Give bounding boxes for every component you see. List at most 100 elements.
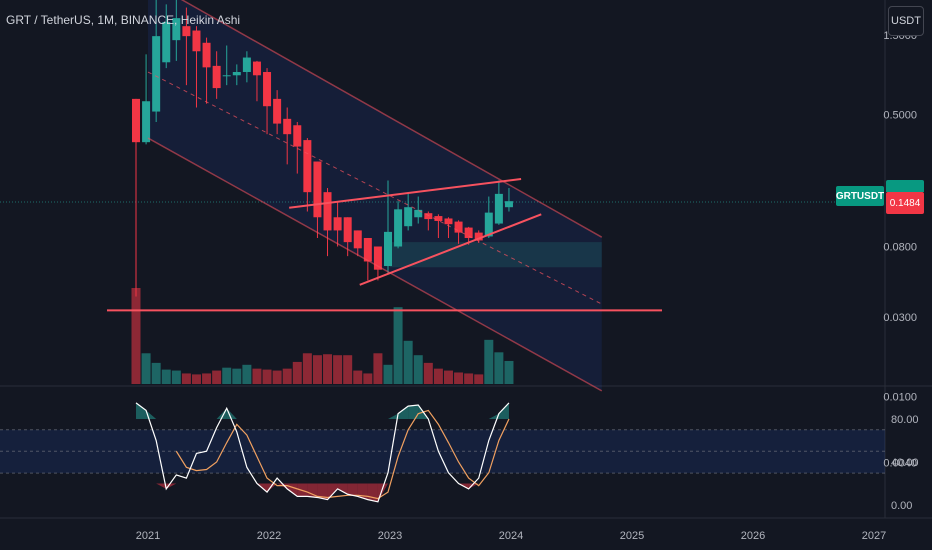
candle-body <box>142 101 151 143</box>
stochastic-pane <box>0 402 885 503</box>
overbought-fill <box>226 408 237 419</box>
oversold-fill <box>367 483 378 502</box>
candle-body <box>303 140 312 193</box>
overbought-fill <box>136 402 147 419</box>
candle-body <box>373 246 382 270</box>
stoch-tick-label: 40.00 <box>891 457 919 469</box>
candle-body <box>404 207 413 227</box>
volume-bar <box>222 367 232 384</box>
volume-bar <box>131 288 141 384</box>
price-tag-background <box>886 180 924 192</box>
oversold-fill <box>156 483 167 489</box>
stoch-d-line <box>175 409 510 500</box>
volume-bar <box>181 373 191 384</box>
overbought-fill <box>388 413 399 419</box>
volume-bar <box>202 373 212 384</box>
volume-bar <box>272 370 282 384</box>
volume-bar <box>252 368 262 384</box>
candle-body <box>182 26 191 37</box>
price-tick-label: 0.5000 <box>883 109 917 121</box>
candle-body <box>494 193 503 224</box>
price-axis[interactable]: 4.00001.50000.50000.08000.03000.01000.00… <box>883 0 917 469</box>
volume-bar <box>504 360 514 384</box>
candle-body <box>192 30 201 52</box>
candle-body <box>232 72 241 76</box>
channel-fill <box>148 0 602 391</box>
oversold-fill <box>337 483 348 495</box>
currency-button[interactable]: USDT <box>888 6 924 36</box>
candle-body <box>484 212 493 237</box>
candle-body <box>353 230 362 249</box>
time-tick-label: 2025 <box>620 530 644 542</box>
price-tick-label: 0.0040 <box>883 457 917 469</box>
channel-lower-line <box>147 137 603 392</box>
volume-bar <box>454 372 464 384</box>
candle-body <box>242 57 251 73</box>
overbought-fill <box>498 402 509 419</box>
volume-bar <box>423 362 433 384</box>
time-tick-label: 2024 <box>499 530 523 542</box>
volume-bar <box>282 368 292 384</box>
overbought-fill <box>398 406 409 419</box>
chart-drawings[interactable] <box>107 0 662 392</box>
trend-line <box>289 178 522 209</box>
volume-bar <box>413 355 423 384</box>
channel-upper-line <box>180 0 603 238</box>
candle-body <box>394 209 403 247</box>
time-tick-label: 2027 <box>862 530 886 542</box>
volume-bar <box>383 364 393 384</box>
candle-body <box>263 72 272 107</box>
price-tick-label: 0.0300 <box>883 312 917 324</box>
oversold-fill <box>347 483 358 497</box>
oversold-fill <box>307 483 318 498</box>
overbought-fill <box>216 408 227 419</box>
volume-bar <box>433 368 443 384</box>
volume-bar <box>292 361 302 384</box>
stochastic-axis[interactable]: 80.00 40.00 0.00 <box>891 414 919 512</box>
volume-bar <box>171 370 181 384</box>
candle-body <box>434 216 443 221</box>
candle-body <box>424 213 433 220</box>
candle-body <box>212 65 221 89</box>
channel-midline <box>147 71 602 305</box>
price-tick-label: 0.0800 <box>883 242 917 254</box>
volume-bar <box>333 355 343 384</box>
candle-body <box>313 161 322 218</box>
candle-body <box>293 125 302 147</box>
overbought-fill <box>488 413 499 419</box>
volume-bar <box>353 370 363 384</box>
stoch-tick-label: 0.00 <box>891 500 912 512</box>
volume-bar <box>403 340 413 384</box>
overbought-fill <box>408 405 419 419</box>
candle-body <box>363 238 372 262</box>
volume-bar <box>312 355 322 384</box>
time-axis[interactable]: 2021 2022 2023 2024 2025 2026 2027 <box>136 530 886 542</box>
volume-bar <box>494 352 504 384</box>
chart-title: GRT / TetherUS, 1M, BINANCE, Heikin Ashi <box>6 13 241 27</box>
volume-bar <box>474 374 484 384</box>
candle-body <box>222 75 231 77</box>
grid-lines <box>0 0 932 519</box>
oversold-fill <box>468 483 479 489</box>
chart-zones <box>0 0 885 391</box>
volume-bar <box>151 362 161 384</box>
candle-body <box>333 217 342 231</box>
candle-body <box>162 22 171 63</box>
volume-bar <box>302 353 312 384</box>
current-price-tag: 0.1484 <box>886 192 924 214</box>
volume-bar <box>191 374 201 384</box>
stoch-k-line <box>135 402 510 503</box>
candle-body <box>343 217 352 243</box>
volume-bar <box>393 307 403 384</box>
volume-bar <box>373 353 383 384</box>
volume-bar <box>141 353 151 384</box>
volume-bar <box>262 369 272 384</box>
candle-body <box>464 227 473 239</box>
candle-body <box>474 232 483 241</box>
volume-bar <box>363 373 373 384</box>
stoch-band <box>0 429 885 474</box>
time-tick-label: 2021 <box>136 530 160 542</box>
candle-body <box>273 98 282 124</box>
trend-line <box>359 213 542 286</box>
